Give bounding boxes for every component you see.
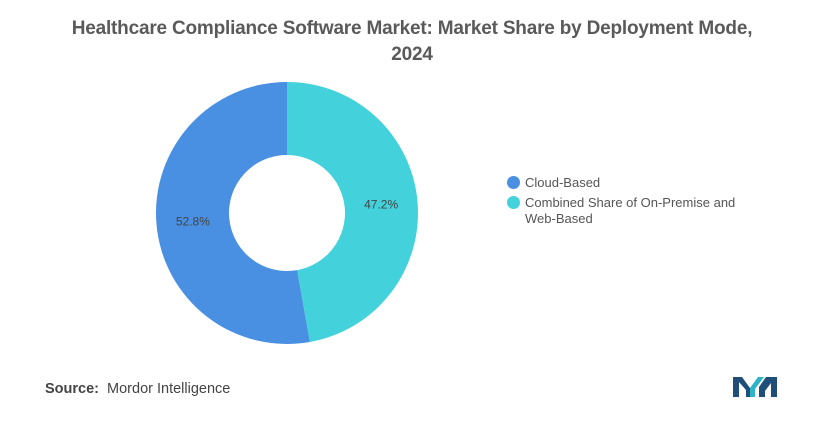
legend-label-line: Web-Based — [525, 211, 593, 226]
chart-title-line-2: 2024 — [391, 44, 433, 65]
data-label-cloud-based: 52.8% — [176, 214, 210, 228]
legend-swatch-cloud-based — [507, 176, 520, 189]
chart-legend: Cloud-Based Combined Share of On-Premise… — [507, 175, 767, 231]
donut-slice-cloud-based — [156, 82, 310, 344]
logo-shape-left — [733, 377, 750, 397]
chart-title: Healthcare Compliance Software Market: M… — [70, 16, 754, 68]
legend-label-combined-share: Combined Share of On-Premise and Web-Bas… — [525, 195, 735, 227]
chart-title-line-1: Healthcare Compliance Software Market: M… — [71, 18, 753, 39]
legend-label-line: Combined Share of On-Premise and — [525, 195, 736, 210]
legend-label-line: Cloud-Based — [525, 175, 601, 190]
source-key: Source: — [45, 381, 99, 397]
mordor-intelligence-logo-icon — [733, 377, 777, 397]
data-label-combined-share: 47.2% — [364, 198, 398, 212]
source-note: Source: Mordor Intelligence — [45, 381, 230, 397]
legend-item-cloud-based: Cloud-Based — [507, 175, 767, 191]
legend-label-cloud-based: Cloud-Based — [525, 175, 600, 191]
logo-shape-right — [759, 377, 777, 397]
legend-item-combined-share: Combined Share of On-Premise and Web-Bas… — [507, 195, 767, 227]
donut-slice-combined-share — [287, 82, 419, 342]
source-value: Mordor Intelligence — [107, 381, 231, 397]
legend-swatch-combined-share — [507, 196, 520, 209]
logo-shape-mid — [750, 377, 764, 397]
